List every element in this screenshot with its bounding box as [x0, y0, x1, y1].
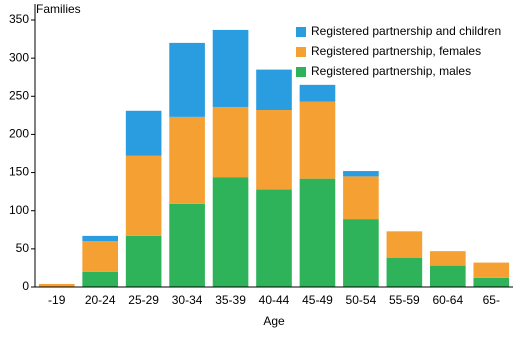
y-tick-label: 50 — [16, 241, 30, 255]
bar-segment — [82, 235, 118, 242]
bar-segment — [125, 110, 162, 156]
bar-segment — [212, 29, 249, 107]
x-tick-label: 60-64 — [432, 293, 463, 307]
bar-segment — [473, 262, 510, 278]
x-tick-label: 25-29 — [128, 293, 159, 307]
legend-label: Registered partnership and children — [311, 24, 501, 38]
bar-segment — [82, 271, 118, 287]
y-tick-label: 0 — [22, 279, 29, 293]
x-tick-label: 65- — [483, 293, 500, 307]
bar-segment — [256, 189, 292, 287]
bar-segment — [430, 251, 466, 266]
x-tick-label: 50-54 — [346, 293, 377, 307]
bar-segment — [125, 155, 162, 236]
bar-segment — [343, 219, 379, 287]
bar-segment — [299, 178, 336, 287]
legend-label: Registered partnership, males — [311, 64, 471, 78]
bar-segment — [82, 241, 118, 272]
bar-segment — [169, 42, 205, 117]
y-axis-label: Families — [36, 2, 81, 16]
bar-segment — [473, 277, 510, 287]
bar-segment — [169, 203, 205, 287]
x-tick-label: 55-59 — [389, 293, 420, 307]
x-tick-label: 45-49 — [302, 293, 333, 307]
bar-segment — [386, 258, 423, 287]
y-tick-label: 250 — [9, 88, 29, 102]
bar-segment — [299, 84, 336, 102]
bar-segment — [212, 177, 249, 287]
bar-segment — [256, 69, 292, 111]
bar-segment — [169, 116, 205, 204]
legend-label: Registered partnership, females — [311, 44, 481, 58]
bar-segment — [343, 171, 379, 177]
x-axis-label: Age — [263, 314, 285, 328]
legend-box — [292, 22, 510, 84]
bar-segment — [256, 110, 292, 190]
legend-swatch — [296, 47, 306, 57]
y-tick-label: 150 — [9, 165, 29, 179]
bar-segment — [299, 101, 336, 179]
legend-swatch — [296, 67, 306, 77]
y-tick-label: 300 — [9, 50, 29, 64]
bar-segment — [386, 231, 423, 259]
x-tick-label: 35-39 — [215, 293, 246, 307]
x-tick-label: 30-34 — [172, 293, 203, 307]
bar-segment — [38, 283, 75, 287]
x-tick-label: -19 — [48, 293, 66, 307]
x-tick-label: 40-44 — [259, 293, 290, 307]
bar-segment — [212, 106, 249, 178]
legend-swatch — [296, 27, 306, 37]
bar-segment — [125, 235, 162, 287]
y-tick-label: 350 — [9, 12, 29, 26]
bar-segment — [430, 265, 466, 287]
bar-segment — [343, 176, 379, 220]
y-tick-label: 100 — [9, 203, 29, 217]
x-tick-label: 20-24 — [85, 293, 116, 307]
y-tick-label: 200 — [9, 127, 29, 141]
